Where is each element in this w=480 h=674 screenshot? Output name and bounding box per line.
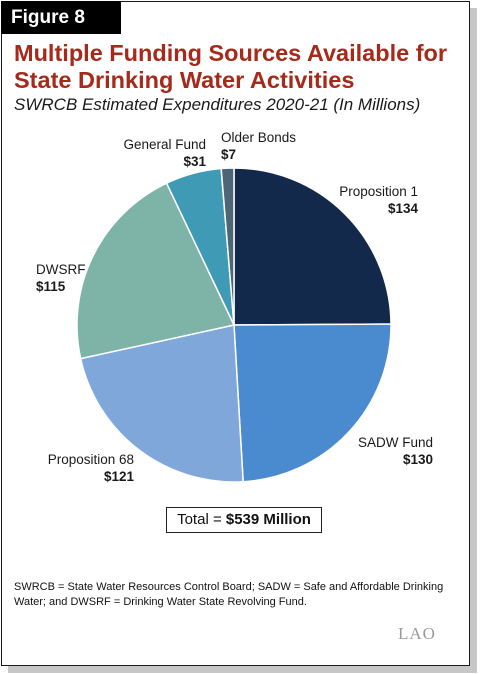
slice-value: $121 [103, 469, 134, 484]
slice-label-sadw-fund: SADW Fund $130 [330, 434, 433, 468]
slice-name: SADW Fund [357, 435, 433, 450]
slice-label-general-fund: General Fund $31 [100, 136, 206, 170]
slice-name: Proposition 68 [47, 452, 134, 467]
slice-name: Proposition 1 [339, 184, 418, 199]
chart-title: Multiple Funding Sources Available for S… [14, 40, 448, 93]
lao-logo: LAO [398, 624, 436, 643]
chart-subtitle: SWRCB Estimated Expenditures 2020-21 (In… [14, 95, 421, 114]
total-value: $539 Million [225, 511, 311, 528]
slice-label-proposition-1: Proposition 1 $134 [318, 183, 418, 217]
total-box: Total = $539 Million [166, 507, 322, 533]
slice-name: DWSRF [36, 262, 86, 277]
pie-slice-proposition-1 [233, 167, 392, 326]
pie-slice-proposition-68 [79, 324, 244, 483]
footnote: SWRCB = State Water Resources Control Bo… [14, 581, 444, 608]
slice-value: $115 [36, 279, 66, 294]
slice-value: $7 [221, 147, 237, 162]
slice-value: $31 [183, 154, 206, 169]
slice-name: General Fund [123, 137, 206, 152]
slice-name: Older Bonds [221, 130, 297, 145]
pie-slice-dwsrf [76, 182, 236, 360]
figure-label: Figure 8 [1, 1, 121, 34]
pie-slice-older-bonds [220, 167, 235, 326]
slice-label-dwsrf: DWSRF $115 [36, 261, 116, 295]
pie-slice-sadw-fund [233, 323, 392, 483]
slice-value: $130 [402, 452, 433, 467]
slice-label-older-bonds: Older Bonds $7 [221, 129, 321, 163]
slice-value: $134 [387, 201, 418, 216]
total-prefix: Total = [177, 511, 226, 528]
slice-label-proposition-68: Proposition 68 $121 [32, 451, 134, 485]
